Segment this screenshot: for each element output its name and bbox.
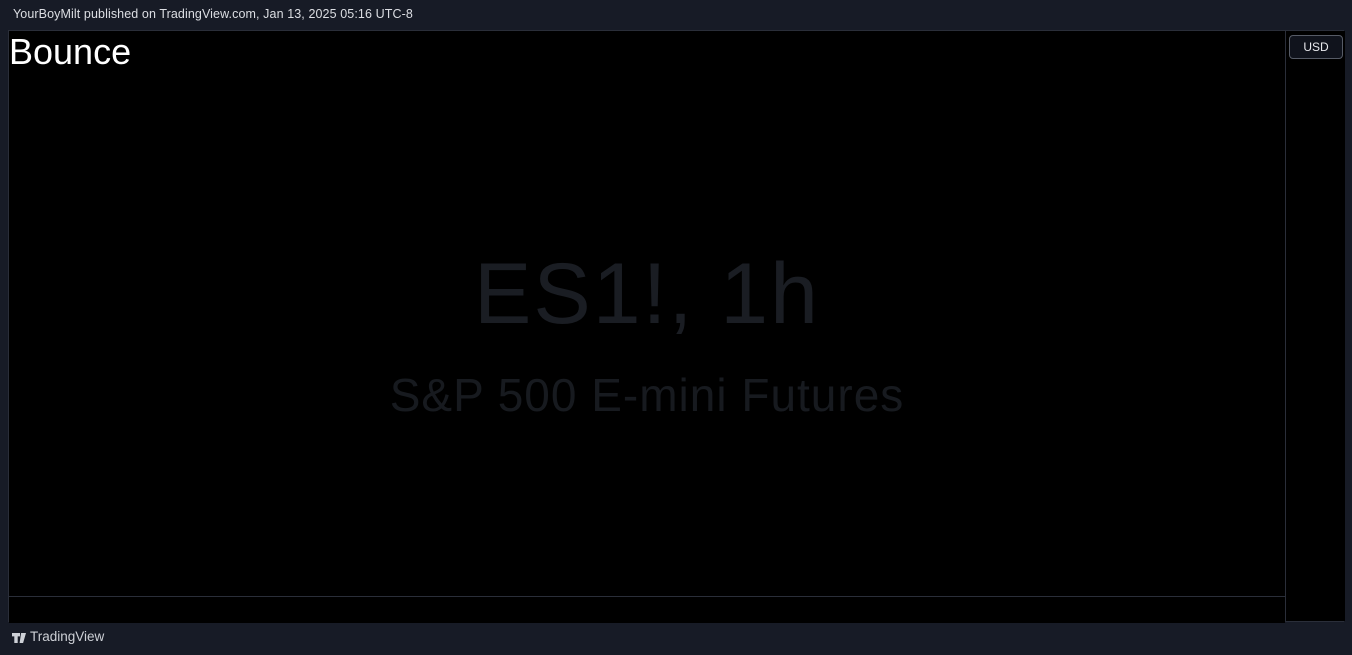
chart-plot-area[interactable]: ES1!, 1h S&P 500 E-mini Futures Bounce bbox=[9, 31, 1285, 596]
tradingview-brand-label[interactable]: TradingView bbox=[30, 629, 105, 644]
price-axis[interactable]: USD bbox=[1285, 31, 1345, 621]
footer-bar: TradingView bbox=[0, 622, 1352, 655]
drawings-overlay[interactable] bbox=[9, 31, 1285, 596]
publish-bar: YourBoyMilt published on TradingView.com… bbox=[0, 0, 1352, 30]
chart-frame: ES1!, 1h S&P 500 E-mini Futures Bounce U… bbox=[8, 30, 1345, 623]
bounce-annotation[interactable]: Bounce bbox=[9, 31, 132, 72]
currency-usd-button[interactable]: USD bbox=[1289, 35, 1343, 59]
candlestick-canvas bbox=[9, 31, 1285, 596]
tradingview-logo-icon[interactable] bbox=[11, 630, 27, 646]
publish-info: YourBoyMilt published on TradingView.com… bbox=[13, 7, 413, 21]
time-axis[interactable] bbox=[9, 596, 1285, 623]
